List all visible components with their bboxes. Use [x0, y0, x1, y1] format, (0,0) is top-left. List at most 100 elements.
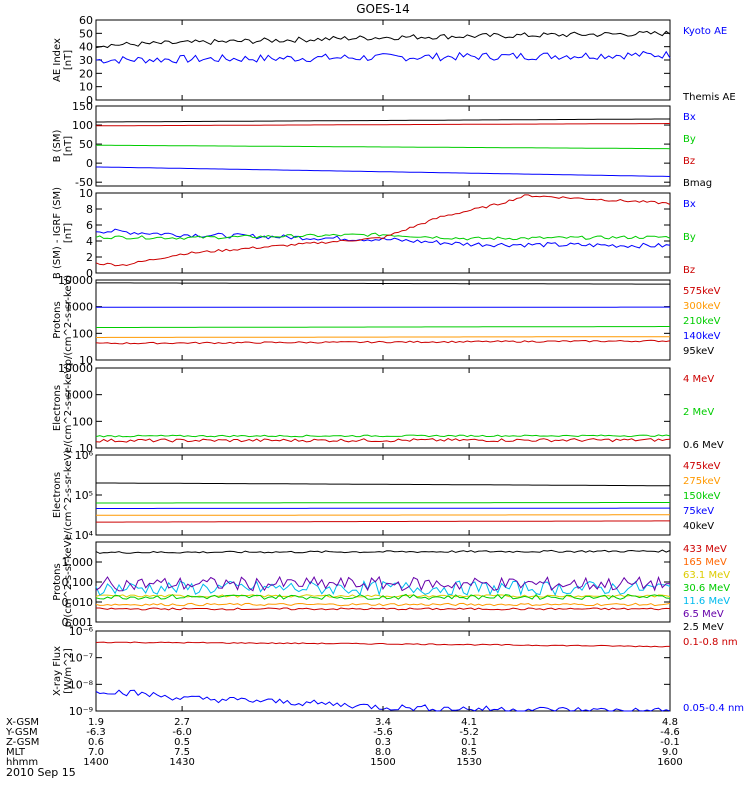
panel-frame	[95, 192, 671, 274]
y-tick-label: 10⁵	[75, 489, 93, 502]
y-tick-label: 10	[79, 354, 93, 367]
legend-entry: 575keV	[683, 286, 721, 297]
y-tick-label: 0.100	[62, 576, 94, 589]
y-tick-label: -50	[75, 176, 93, 189]
legend-entry: By	[683, 232, 696, 243]
legend-entry: 300keV	[683, 301, 721, 312]
panel-frame	[95, 279, 671, 361]
series-line-63-1-mev	[95, 594, 671, 598]
series-line-2-mev	[95, 434, 671, 438]
x-axis-value: -0.1	[660, 737, 680, 748]
y-axis-label: Protons	[52, 563, 63, 600]
x-axis-value: 2.7	[174, 717, 190, 728]
x-axis-value: 4.1	[461, 717, 477, 728]
y-tick-label: 20	[79, 67, 93, 80]
x-axis-row-label: MLT	[6, 747, 26, 758]
legend-entry: 0.05-0.4 nm	[683, 703, 744, 714]
y-tick-label: 10⁴	[75, 529, 94, 542]
series-line-kyoto-ae	[95, 50, 671, 64]
legend-entry: 475keV	[683, 461, 721, 472]
y-tick-label: 10⁶	[75, 449, 94, 462]
legend-entry: 165 MeV	[683, 557, 727, 568]
y-tick-label: 50	[79, 27, 93, 40]
y-tick-label: 10000	[58, 362, 93, 375]
y-tick-label: 10⁻⁷	[69, 652, 93, 665]
panel-frame	[95, 19, 671, 101]
legend-entry: Kyoto AE	[683, 26, 727, 37]
y-tick-label: 10	[79, 187, 93, 200]
legend-entry: Bmag	[683, 178, 712, 189]
legend-entry: 40keV	[683, 521, 714, 532]
x-axis-value: 7.0	[88, 747, 104, 758]
x-axis-value: 0.1	[461, 737, 477, 748]
series-line-by	[95, 232, 671, 241]
x-axis-value: 1400	[83, 757, 108, 768]
series-line-275kev	[96, 514, 670, 516]
y-tick-label: 10	[79, 442, 93, 455]
series-line-40kev	[96, 482, 670, 487]
legend-entry: Bz	[683, 156, 695, 167]
series-line-themis-ae	[95, 30, 671, 49]
legend-entry: 4 MeV	[683, 374, 714, 385]
series-line-4-mev	[95, 438, 671, 443]
y-tick-label: 10⁻⁹	[69, 705, 93, 718]
x-axis-value: -6.3	[86, 727, 106, 738]
x-axis-row-label: hhmm	[6, 757, 38, 768]
series-line-6-5-mev	[95, 575, 671, 592]
series-line-575kev	[95, 339, 671, 345]
x-axis-row-label: X-GSM	[6, 717, 39, 728]
series-line-30-6-mev	[95, 593, 671, 600]
y-axis-label: X-ray Flux	[52, 646, 63, 696]
legend-entry: 2 MeV	[683, 407, 714, 418]
y-tick-label: 10⁻⁶	[69, 625, 94, 638]
series-line-2-5-mev	[96, 607, 671, 611]
panel-2: -50 0 50 100 150 B (SM) [nT] Bx By Bz Bmag	[52, 100, 712, 189]
y-tick-label: 1.000	[62, 556, 94, 569]
y-tick-label: 10⁻⁸	[69, 678, 94, 691]
panel-frame	[95, 454, 671, 536]
panel-6: 10⁴ 10⁵ 10⁶ Electrons e/(cm^2-s-sr-keV) 475ke…	[52, 449, 721, 542]
y-axis-label: e/(cm^2-s-sr-keV)	[63, 363, 74, 454]
y-tick-label: 60	[79, 14, 93, 27]
y-tick-label: 50	[79, 138, 93, 151]
y-axis-label: [nT]	[63, 223, 74, 243]
legend-entry: 140keV	[683, 331, 721, 342]
x-axis-value: 0.3	[375, 737, 391, 748]
x-axis-value: -5.2	[459, 727, 479, 738]
y-tick-label: 2	[86, 251, 93, 264]
y-tick-label: 10	[79, 81, 93, 94]
panel-8: 10⁻⁹ 10⁻⁸ 10⁻⁷ 10⁻⁶ X-ray Flux [W/m^2] 0.1-0.8…	[52, 625, 744, 718]
y-axis-label: Protons	[52, 301, 63, 338]
y-tick-label: 100	[72, 327, 93, 340]
y-axis-label: [W/m^2]	[63, 648, 74, 694]
legend-entry: 210keV	[683, 316, 721, 327]
y-axis-label: p/(cm^2-s-sr-keV)	[63, 537, 74, 628]
legend-entry: 150keV	[683, 491, 721, 502]
y-tick-label: 8	[86, 203, 93, 216]
y-tick-label: 40	[79, 41, 93, 54]
x-axis-value: 0.5	[174, 737, 190, 748]
series-line-300kev	[96, 336, 670, 338]
x-axis-value: 1600	[657, 757, 682, 768]
legend-entry: Bz	[683, 265, 695, 276]
y-tick-label: 100	[72, 415, 93, 428]
legend-entry: By	[683, 134, 696, 145]
series-line-bz	[96, 123, 670, 127]
y-tick-label: 0.001	[62, 616, 94, 629]
legend-entry: Themis AE	[682, 92, 736, 103]
x-axis-value: 0.6	[88, 737, 104, 748]
legend-entry: 75keV	[683, 506, 714, 517]
legend-entry: 63.1 MeV	[683, 570, 730, 581]
series-line-433-mev	[95, 549, 671, 554]
legend-entry: 0.6 MeV	[683, 440, 724, 451]
x-axis-value: 1.9	[88, 717, 104, 728]
y-axis-label: p/(cm^2-s-sr-keV)	[63, 275, 74, 366]
x-axis-row-label: Y-GSM	[5, 727, 38, 738]
y-axis-label: B (SM) - IGRF (SM)	[52, 187, 63, 279]
y-tick-label: 100	[72, 119, 93, 132]
y-axis-label: [nT]	[63, 50, 74, 70]
y-axis-label: [nT]	[63, 136, 74, 156]
legend-entry: 30.6 MeV	[683, 583, 730, 594]
x-axis-value: 3.4	[375, 717, 391, 728]
